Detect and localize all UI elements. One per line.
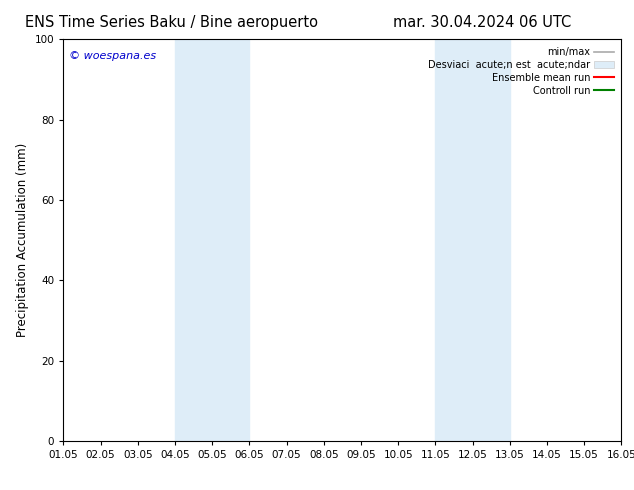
Legend: min/max, Desviaci  acute;n est  acute;ndar, Ensemble mean run, Controll run: min/max, Desviaci acute;n est acute;ndar… — [425, 44, 616, 98]
Text: ENS Time Series Baku / Bine aeropuerto: ENS Time Series Baku / Bine aeropuerto — [25, 15, 318, 30]
Y-axis label: Precipitation Accumulation (mm): Precipitation Accumulation (mm) — [16, 143, 29, 337]
Bar — [175, 39, 249, 441]
Text: mar. 30.04.2024 06 UTC: mar. 30.04.2024 06 UTC — [392, 15, 571, 30]
Text: © woespana.es: © woespana.es — [69, 51, 156, 61]
Bar — [436, 39, 510, 441]
